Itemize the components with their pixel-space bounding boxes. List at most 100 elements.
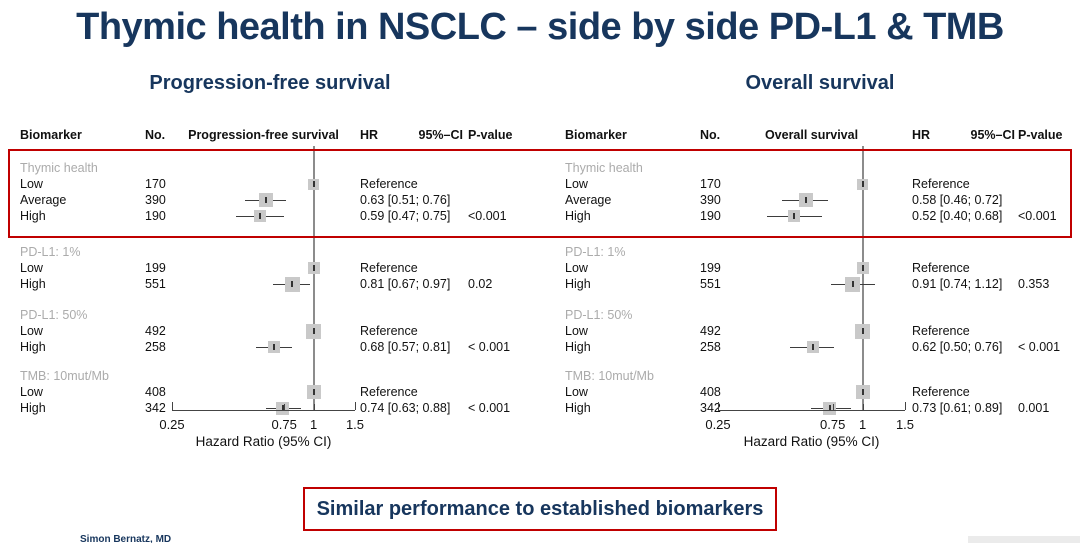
group-label: PD-L1: 50%: [565, 308, 633, 322]
forest-panel-os: Biomarker No. Overall survival HR 95%–CI…: [540, 0, 1080, 543]
x-axis-tick: [284, 404, 286, 410]
column-header-hr: HR: [360, 128, 379, 142]
column-header-ci: 95%–CI: [418, 128, 463, 142]
x-axis-tick: [832, 404, 834, 410]
forest-row-pvalue: 0.353: [1018, 277, 1050, 291]
forest-row-hr-ci: Reference: [360, 324, 418, 338]
forest-row-n: 342: [145, 401, 166, 415]
forest-row-hr-ci: 0.62 [0.50; 0.76]: [912, 340, 1003, 354]
forest-row-n: 258: [700, 340, 721, 354]
forest-row-n: 170: [145, 177, 166, 191]
forest-row-n: 190: [145, 209, 166, 223]
forest-row-label: Low: [565, 324, 588, 338]
x-axis-tick: [718, 402, 719, 410]
x-axis-tick: [172, 402, 173, 410]
forest-row-n: 551: [700, 277, 721, 291]
point-estimate-marker: [258, 213, 261, 219]
forest-row-hr-ci: 0.74 [0.63; 0.88]: [360, 401, 451, 415]
forest-row-label: High: [20, 277, 46, 291]
point-estimate-marker: [273, 344, 276, 350]
forest-row-n: 408: [145, 385, 166, 399]
point-estimate-marker: [811, 344, 814, 350]
forest-row-n: 170: [700, 177, 721, 191]
forest-row-label: Low: [565, 385, 588, 399]
x-axis-tick-label: 1.5: [895, 417, 915, 432]
forest-row-pvalue: <0.001: [468, 209, 507, 223]
point-estimate-marker: [312, 265, 315, 271]
x-axis-tick-label: 0.25: [159, 417, 185, 432]
point-estimate-marker: [804, 197, 807, 203]
forest-row-n: 390: [145, 193, 166, 207]
forest-row-label: High: [20, 209, 46, 223]
forest-row-n: 342: [700, 401, 721, 415]
x-axis-tick: [862, 404, 864, 410]
point-estimate-marker: [851, 281, 854, 287]
forest-row-hr-ci: 0.68 [0.57; 0.81]: [360, 340, 451, 354]
forest-row-label: Low: [565, 261, 588, 275]
forest-row-n: 408: [700, 385, 721, 399]
x-axis-tick-label: 0.75: [271, 417, 297, 432]
point-estimate-marker: [861, 328, 864, 334]
column-header-plot: Overall survival: [764, 128, 859, 142]
point-estimate-marker: [281, 405, 284, 411]
forest-row-hr-ci: Reference: [912, 324, 970, 338]
x-axis-tick-label: 0.75: [820, 417, 846, 432]
forest-row-n: 258: [145, 340, 166, 354]
point-estimate-marker: [828, 405, 831, 411]
column-header-biomarker: Biomarker: [565, 128, 627, 142]
forest-row-label: High: [20, 401, 46, 415]
forest-row-label: High: [565, 209, 591, 223]
x-axis-tick: [905, 402, 906, 410]
author-credit: Simon Bernatz, MD: [80, 534, 172, 543]
forest-row-label: Low: [565, 177, 588, 191]
forest-panel-pfs: Biomarker No. Progression-free survival …: [20, 128, 513, 449]
group-label: PD-L1: 50%: [20, 308, 88, 322]
x-axis-tick-label: 0.25: [705, 417, 731, 432]
forest-row-pvalue: < 0.001: [1018, 340, 1061, 354]
group-label: Thymic health: [565, 161, 643, 175]
forest-row-hr-ci: 0.52 [0.40; 0.68]: [912, 209, 1003, 223]
forest-row-hr-ci: Reference: [360, 385, 418, 399]
forest-row-label: High: [565, 277, 591, 291]
conclusion-banner: Similar performance to established bioma…: [303, 487, 777, 531]
x-axis-tick: [355, 402, 356, 410]
point-estimate-marker: [861, 389, 864, 395]
forest-row-hr-ci: 0.59 [0.47; 0.75]: [360, 209, 451, 223]
point-estimate-marker: [291, 281, 294, 287]
forest-row-pvalue: 0.02: [468, 277, 493, 291]
forest-row-pvalue: < 0.001: [468, 340, 511, 354]
forest-row-n: 390: [700, 193, 721, 207]
forest-row-label: High: [565, 340, 591, 354]
point-estimate-marker: [312, 181, 315, 187]
forest-row-pvalue: <0.001: [1018, 209, 1057, 223]
forest-row-pvalue: < 0.001: [468, 401, 511, 415]
forest-row-hr-ci: Reference: [360, 177, 418, 191]
x-axis-tick-label: 1: [309, 417, 318, 432]
forest-row-pvalue: 0.001: [1018, 401, 1050, 415]
group-label: PD-L1: 1%: [565, 245, 626, 259]
forest-row-label: Low: [20, 261, 43, 275]
group-label: TMB: 10mut/Mb: [20, 369, 109, 383]
forest-row-hr-ci: 0.81 [0.67; 0.97]: [360, 277, 451, 291]
forest-row-label: Low: [20, 385, 43, 399]
forest-row-hr-ci: 0.58 [0.46; 0.72]: [912, 193, 1003, 207]
forest-row-label: High: [20, 340, 46, 354]
conclusion-banner-text: Similar performance to established bioma…: [316, 497, 764, 520]
x-axis-tick-label: 1.5: [345, 417, 365, 432]
column-header-pvalue: P-value: [468, 128, 513, 142]
forest-row-n: 492: [145, 324, 166, 338]
reference-line: [312, 146, 315, 410]
x-axis-title: Hazard Ratio (95% CI): [743, 434, 880, 449]
point-estimate-marker: [312, 328, 315, 334]
group-label: Thymic health: [20, 161, 98, 175]
forest-row-label: Average: [20, 193, 67, 207]
group-label: TMB: 10mut/Mb: [565, 369, 654, 383]
forest-row-label: Average: [565, 193, 612, 207]
point-estimate-marker: [265, 197, 268, 203]
subtitle-progression-free-survival: Progression-free survival: [149, 72, 391, 94]
x-axis-tick: [313, 404, 315, 410]
forest-row-label: High: [565, 401, 591, 415]
forest-row-n: 190: [700, 209, 721, 223]
column-header-pvalue: P-value: [1018, 128, 1063, 142]
